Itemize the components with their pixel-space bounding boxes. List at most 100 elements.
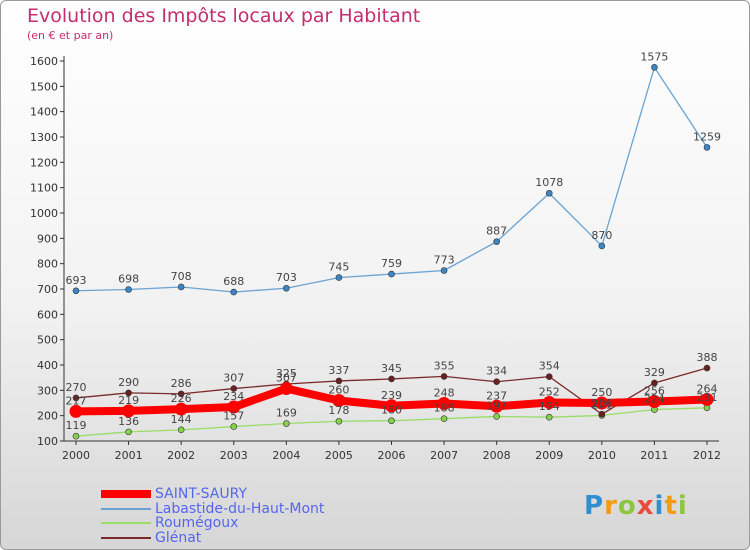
data-label-0: 252 [539,385,560,398]
data-label-0: 260 [328,383,349,396]
data-label-2: 197 [486,399,507,412]
data-label-2: 180 [381,404,402,417]
data-label-3: 388 [697,351,718,364]
data-point-3 [125,389,132,397]
x-tick-label: 2004 [272,449,300,462]
data-label-2: 157 [223,410,244,423]
data-point-1 [440,267,448,274]
data-label-3: 345 [381,362,402,375]
legend-swatch [101,490,151,498]
data-point-2 [335,417,343,425]
y-tick-label: 100 [37,435,58,448]
data-label-1: 1259 [693,130,721,143]
data-label-2: 119 [66,419,87,432]
legend-swatch [101,522,151,524]
data-point-0 [595,396,609,410]
y-tick-label: 800 [37,258,58,271]
data-label-2: 136 [118,415,139,428]
chart-subtitle: (en € et par an) [27,29,114,42]
data-point-1 [72,287,80,295]
y-tick-label: 600 [37,308,58,321]
data-point-3 [177,390,185,398]
proxiti-logo: Proxiti [584,491,688,521]
data-label-1: 1078 [535,176,563,189]
y-tick-label: 200 [37,410,58,423]
data-point-1 [545,189,553,197]
data-label-2: 231 [697,391,718,404]
data-label-1: 887 [486,225,507,238]
data-label-3: 329 [644,366,665,379]
legend-label: Labastide-du-Haut-Mont [155,501,325,517]
data-label-3: 286 [171,377,192,390]
data-point-0 [279,382,293,396]
data-point-1 [598,242,606,250]
data-point-2 [125,428,132,436]
data-point-1 [335,274,343,281]
data-label-2: 169 [276,407,297,420]
data-label-0: 226 [171,392,192,405]
data-label-1: 759 [381,257,402,270]
legend-item-saint-saury: SAINT-SAURY [101,487,247,501]
data-point-3 [440,373,448,380]
data-point-2 [72,432,80,440]
data-label-1: 870 [591,229,612,242]
x-tick-label: 2003 [220,449,248,462]
data-point-3 [651,379,658,387]
data-point-3 [703,364,711,372]
data-label-3: 325 [276,367,297,380]
data-point-2 [230,423,238,430]
data-label-3: 206 [591,397,612,410]
data-point-1 [703,144,711,151]
logo-letter: o [617,491,637,521]
data-label-0: 217 [66,394,87,407]
data-point-2 [440,415,448,423]
legend-swatch [101,508,151,510]
logo-letter: i [677,491,688,521]
data-label-0: 234 [223,390,244,403]
legend-item-glenat: Glénat [101,531,201,545]
data-point-2 [493,413,500,420]
data-label-0: 219 [118,394,139,407]
logo-letter: P [584,491,605,521]
y-tick-label: 1100 [30,182,58,195]
x-tick-label: 2011 [640,449,668,462]
legend-label: Glénat [155,530,202,546]
data-label-1: 698 [118,273,139,286]
data-point-3 [72,394,80,402]
logo-letter: t [664,491,678,521]
data-point-0 [174,402,188,416]
legend-swatch [101,537,151,539]
x-tick-label: 2005 [325,449,353,462]
legend-item-roumegoux: Roumégoux [101,516,238,530]
logo-letter: i [654,491,665,521]
x-tick-label: 2010 [588,449,616,462]
data-label-0: 248 [434,387,455,400]
data-label-3: 337 [328,364,349,377]
data-label-1: 708 [171,270,192,283]
data-point-0 [385,399,398,413]
data-label-1: 693 [66,274,87,287]
x-tick-label: 2008 [483,449,511,462]
x-tick-label: 2009 [535,449,563,462]
x-tick-label: 2002 [167,449,195,462]
data-point-2 [388,417,395,425]
data-label-0: 256 [644,384,665,397]
y-tick-label: 300 [37,384,58,397]
data-label-3: 290 [118,376,139,389]
y-tick-label: 1300 [30,131,58,144]
data-point-2 [545,413,553,421]
data-point-0 [700,392,714,406]
data-point-2 [177,426,185,434]
data-point-0 [332,393,346,407]
data-label-1: 1575 [640,50,668,63]
y-tick-label: 1500 [30,80,58,93]
x-tick-label: 2001 [115,449,143,462]
data-label-0: 239 [381,389,402,402]
x-tick-label: 2007 [430,449,458,462]
data-label-1: 773 [434,254,455,267]
x-tick-label: 2000 [62,449,90,462]
data-label-3: 355 [434,359,455,372]
y-tick-label: 1600 [30,55,58,68]
data-label-1: 745 [328,261,349,274]
